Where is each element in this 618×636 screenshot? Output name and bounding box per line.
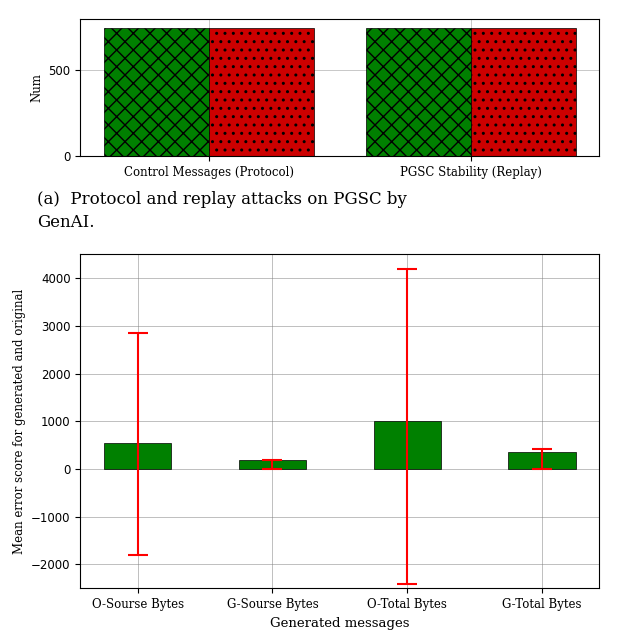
Bar [104,27,209,156]
Bar [209,27,314,156]
X-axis label: Generated messages: Generated messages [270,616,410,630]
Bar [239,459,306,469]
Text: (a)  Protocol and replay attacks on PGSC by
GenAI.: (a) Protocol and replay attacks on PGSC … [37,191,407,232]
Bar [374,422,441,469]
Y-axis label: Num: Num [30,73,43,102]
Bar [366,27,471,156]
Bar [104,443,171,469]
Bar [509,452,576,469]
Y-axis label: Mean error score for generated and original: Mean error score for generated and origi… [12,289,25,554]
Bar [471,27,576,156]
